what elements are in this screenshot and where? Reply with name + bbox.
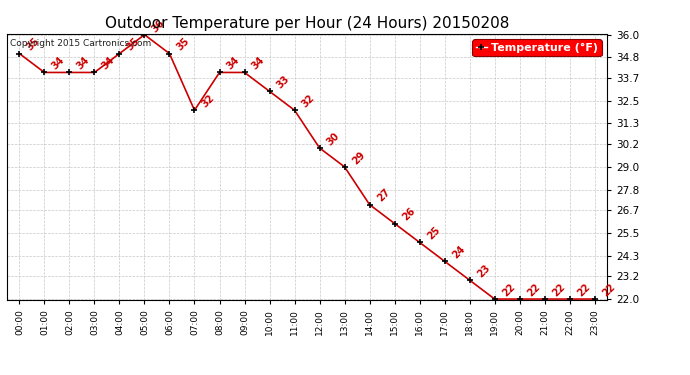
Text: 33: 33 bbox=[275, 74, 292, 91]
Text: 34: 34 bbox=[250, 55, 267, 72]
Temperature (°F) bbox=[266, 89, 274, 94]
Text: 32: 32 bbox=[200, 93, 217, 110]
Text: 34: 34 bbox=[100, 55, 117, 72]
Text: 27: 27 bbox=[375, 187, 392, 204]
Text: 22: 22 bbox=[500, 282, 517, 298]
Text: 24: 24 bbox=[450, 244, 467, 261]
Text: 34: 34 bbox=[75, 55, 92, 72]
Temperature (°F) bbox=[40, 70, 48, 75]
Line: Temperature (°F): Temperature (°F) bbox=[16, 31, 598, 303]
Legend: Temperature (°F): Temperature (°F) bbox=[473, 39, 602, 56]
Text: 34: 34 bbox=[225, 55, 241, 72]
Temperature (°F) bbox=[340, 165, 348, 169]
Text: 35: 35 bbox=[25, 36, 41, 53]
Text: 22: 22 bbox=[600, 282, 617, 298]
Text: 22: 22 bbox=[525, 282, 542, 298]
Text: 25: 25 bbox=[425, 225, 442, 242]
Temperature (°F) bbox=[415, 240, 424, 244]
Temperature (°F) bbox=[215, 70, 224, 75]
Temperature (°F) bbox=[15, 51, 23, 56]
Text: 30: 30 bbox=[325, 130, 342, 147]
Temperature (°F) bbox=[366, 202, 374, 207]
Temperature (°F) bbox=[290, 108, 299, 112]
Title: Outdoor Temperature per Hour (24 Hours) 20150208: Outdoor Temperature per Hour (24 Hours) … bbox=[105, 16, 509, 31]
Temperature (°F) bbox=[190, 108, 199, 112]
Text: 36: 36 bbox=[150, 17, 167, 34]
Text: 29: 29 bbox=[350, 150, 367, 166]
Text: 34: 34 bbox=[50, 55, 67, 72]
Text: 32: 32 bbox=[300, 93, 317, 110]
Text: 22: 22 bbox=[575, 282, 592, 298]
Text: 22: 22 bbox=[550, 282, 567, 298]
Temperature (°F) bbox=[66, 70, 74, 75]
Text: 23: 23 bbox=[475, 263, 492, 279]
Temperature (°F) bbox=[491, 297, 499, 301]
Text: Copyright 2015 Cartronics.com: Copyright 2015 Cartronics.com bbox=[10, 39, 151, 48]
Temperature (°F) bbox=[166, 51, 174, 56]
Temperature (°F) bbox=[240, 70, 248, 75]
Temperature (°F) bbox=[540, 297, 549, 301]
Temperature (°F) bbox=[140, 33, 148, 37]
Temperature (°F) bbox=[90, 70, 99, 75]
Temperature (°F) bbox=[115, 51, 124, 56]
Text: 35: 35 bbox=[125, 36, 141, 53]
Text: 35: 35 bbox=[175, 36, 192, 53]
Temperature (°F) bbox=[466, 278, 474, 282]
Temperature (°F) bbox=[440, 259, 449, 264]
Temperature (°F) bbox=[515, 297, 524, 301]
Temperature (°F) bbox=[591, 297, 599, 301]
Temperature (°F) bbox=[566, 297, 574, 301]
Text: 26: 26 bbox=[400, 206, 417, 223]
Temperature (°F) bbox=[315, 146, 324, 150]
Temperature (°F) bbox=[391, 221, 399, 226]
